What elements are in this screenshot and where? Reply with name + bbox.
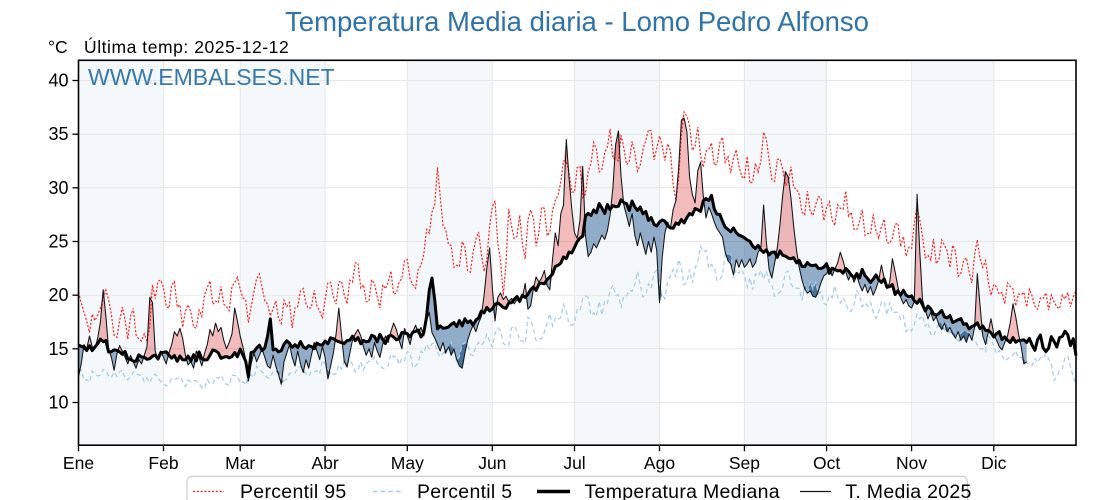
svg-text:Ene: Ene <box>63 453 94 473</box>
svg-text:Oct: Oct <box>813 453 840 473</box>
svg-text:WWW.EMBALSES.NET: WWW.EMBALSES.NET <box>88 64 335 90</box>
svg-text:Última temp: 2025-12-12: Última temp: 2025-12-12 <box>84 36 289 57</box>
svg-text:Temperatura Mediana: Temperatura Mediana <box>585 481 780 500</box>
svg-text:Temperatura Media diaria - Lom: Temperatura Media diaria - Lomo Pedro Al… <box>285 6 869 37</box>
svg-text:30: 30 <box>48 178 68 198</box>
svg-text:Sep: Sep <box>729 453 760 473</box>
svg-text:Abr: Abr <box>311 453 338 473</box>
svg-text:Percentil 5: Percentil 5 <box>417 481 512 500</box>
svg-text:Dic: Dic <box>981 453 1007 473</box>
svg-text:Mar: Mar <box>225 453 255 473</box>
svg-text:Jul: Jul <box>563 453 585 473</box>
svg-text:10: 10 <box>48 393 68 413</box>
svg-text:T. Media 2025: T. Media 2025 <box>845 481 971 500</box>
svg-text:20: 20 <box>48 285 68 305</box>
svg-text:Nov: Nov <box>896 453 927 473</box>
svg-text:15: 15 <box>48 339 68 359</box>
svg-text:25: 25 <box>48 232 68 252</box>
svg-text:35: 35 <box>48 124 68 144</box>
svg-text:°C: °C <box>48 37 68 57</box>
svg-text:Ago: Ago <box>644 453 675 473</box>
svg-text:May: May <box>391 453 424 473</box>
svg-text:40: 40 <box>48 71 68 91</box>
svg-text:Jun: Jun <box>478 453 506 473</box>
svg-text:Feb: Feb <box>148 453 178 473</box>
svg-text:Percentil 95: Percentil 95 <box>240 481 347 500</box>
